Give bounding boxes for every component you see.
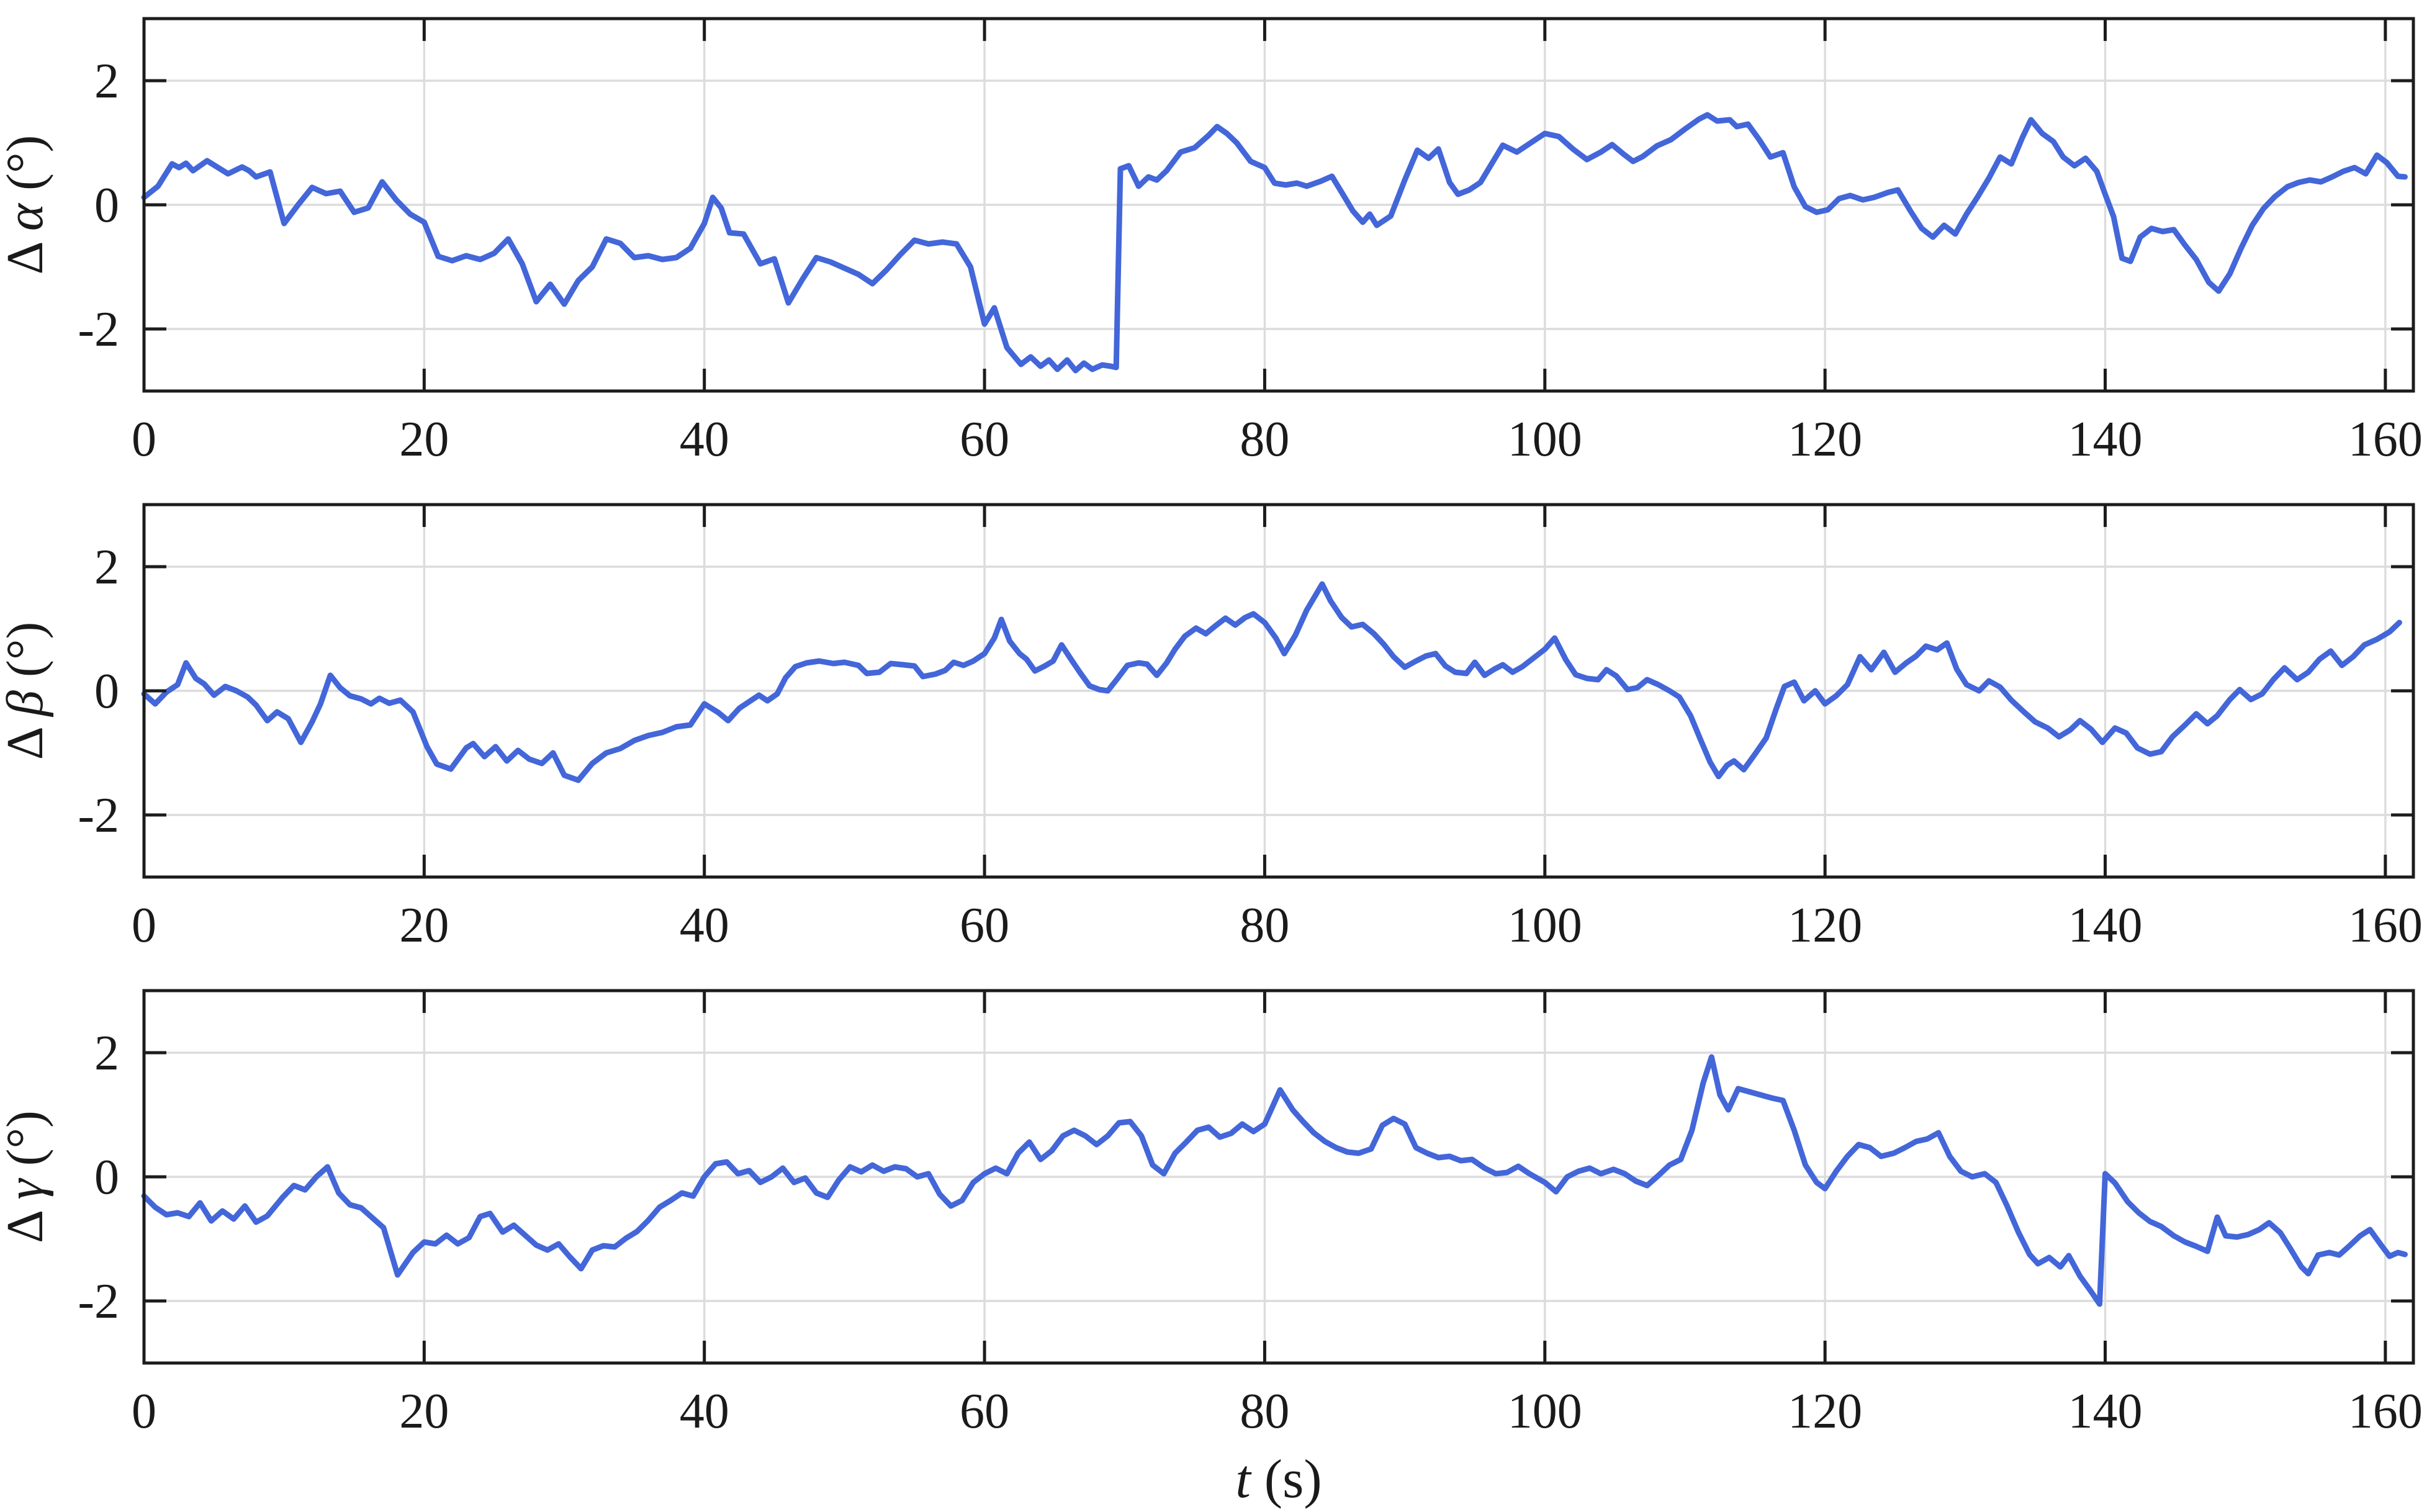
tick-label-x-60: 60 — [960, 1384, 1009, 1439]
tick-label-x-80: 80 — [1240, 898, 1289, 953]
y-axis-label-delta-alpha: Δ α (°) — [0, 135, 54, 274]
x-axis-label-part: (s) — [1251, 1449, 1322, 1510]
tick-label-y--2: -2 — [78, 788, 119, 843]
y-axis-label-delta-gamma-part: γ — [0, 1178, 54, 1200]
y-axis-label-delta-alpha-part: Δ — [0, 231, 54, 274]
tick-label-x-60: 60 — [960, 412, 1009, 467]
y-axis-label-delta-beta-part: Δ — [0, 716, 54, 760]
y-axis-label-delta-beta-part: (°) — [0, 622, 54, 691]
tick-label-x-20: 20 — [399, 898, 449, 953]
y-axis-label-delta-gamma-part: Δ — [0, 1200, 54, 1243]
tick-label-y-2: 2 — [94, 1026, 119, 1081]
tick-label-x-40: 40 — [680, 1384, 729, 1439]
tick-label-x-20: 20 — [399, 1384, 449, 1439]
tick-label-x-40: 40 — [680, 898, 729, 953]
y-axis-label-delta-alpha-part: α — [0, 202, 54, 231]
tick-label-x-80: 80 — [1240, 412, 1289, 467]
tick-label-y-0: 0 — [94, 664, 119, 719]
tick-label-x-160: 160 — [2348, 1384, 2423, 1439]
tick-label-x-100: 100 — [1508, 1384, 1582, 1439]
tick-label-x-60: 60 — [960, 898, 1009, 953]
line-delta-gamma — [141, 1054, 2408, 1307]
tick-label-x-120: 120 — [1788, 898, 1862, 953]
tick-label-x-0: 0 — [132, 1384, 156, 1439]
x-axis-label: t (s) — [1235, 1449, 1322, 1510]
tick-label-x-100: 100 — [1508, 412, 1582, 467]
tick-label-x-140: 140 — [2068, 1384, 2143, 1439]
y-axis-label-delta-gamma-part: (°) — [0, 1110, 54, 1179]
tick-label-x-140: 140 — [2068, 898, 2143, 953]
line-delta-beta — [141, 581, 2402, 783]
x-axis-label-part: t — [1235, 1449, 1252, 1510]
tick-label-x-100: 100 — [1508, 898, 1582, 953]
tick-label-x-160: 160 — [2348, 898, 2423, 953]
tick-label-y--2: -2 — [78, 302, 119, 357]
y-axis-label-delta-beta: Δ β (°) — [0, 622, 54, 760]
tick-label-x-140: 140 — [2068, 412, 2143, 467]
tick-label-x-0: 0 — [132, 412, 156, 467]
tick-label-y-0: 0 — [94, 178, 119, 233]
tick-label-y-2: 2 — [94, 540, 119, 595]
tick-label-y--2: -2 — [78, 1274, 119, 1329]
tick-label-x-40: 40 — [680, 412, 729, 467]
line-delta-alpha — [141, 112, 2408, 374]
tick-label-x-160: 160 — [2348, 412, 2423, 467]
y-axis-label-delta-alpha-part: (°) — [0, 135, 54, 204]
tick-label-x-20: 20 — [399, 412, 449, 467]
tick-label-y-2: 2 — [94, 54, 119, 109]
tick-label-x-120: 120 — [1788, 412, 1862, 467]
tick-label-y-0: 0 — [94, 1150, 119, 1205]
tick-label-x-120: 120 — [1788, 1384, 1862, 1439]
y-axis-label-delta-beta-part: β — [0, 690, 54, 718]
tick-label-x-80: 80 — [1240, 1384, 1289, 1439]
y-axis-label-delta-gamma: Δ γ (°) — [0, 1110, 54, 1243]
tick-label-x-0: 0 — [132, 898, 156, 953]
